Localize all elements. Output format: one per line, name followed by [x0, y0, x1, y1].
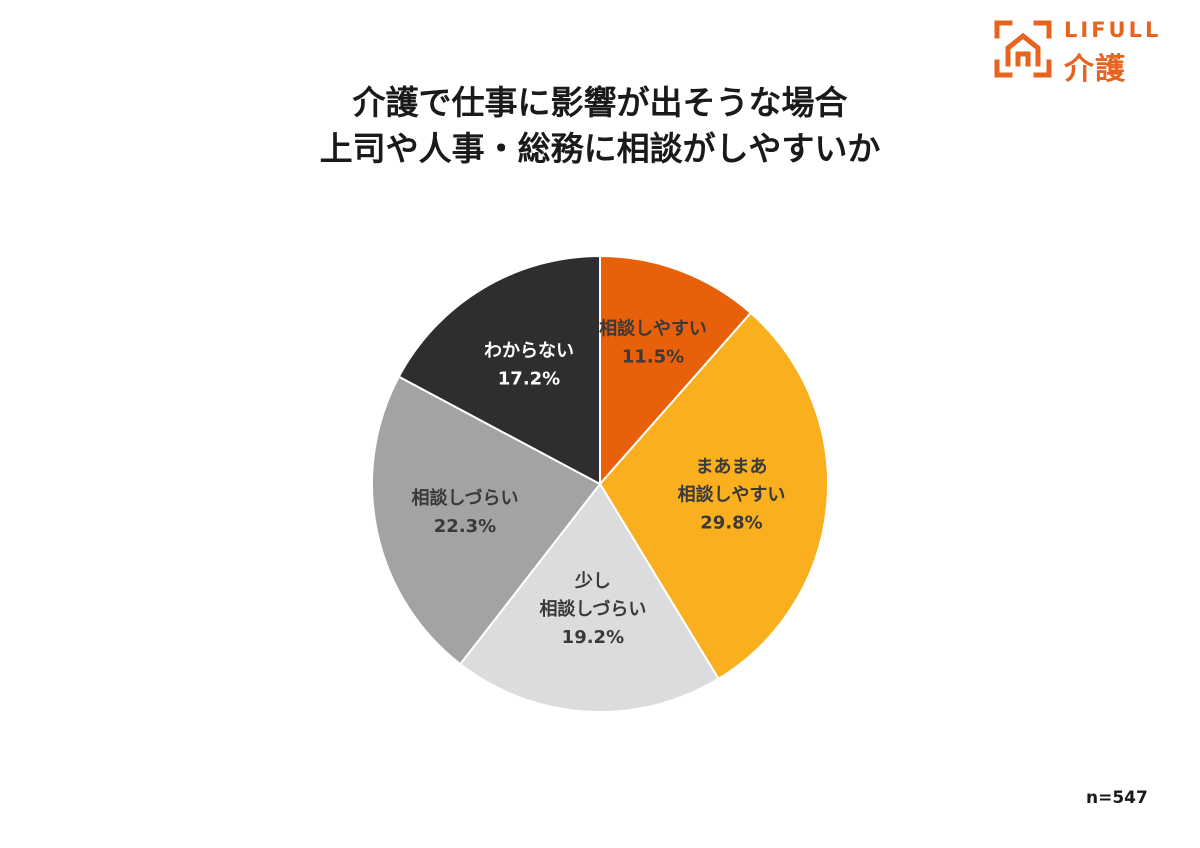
slice-value-label: 19.2% — [562, 627, 624, 648]
pie-slice-somewhat-easy — [598, 311, 829, 681]
slice-label-easy: 相談しやすい 11.5% — [599, 318, 707, 368]
chart-title-line-2: 上司や人事・総務に相談がしやすいか — [319, 129, 881, 168]
chart-title-line-1: 介護で仕事に影響が出そうな場合 — [352, 83, 848, 122]
slice-category-label: わからない — [484, 341, 574, 362]
pie-labels: 相談しやすい11.5%まあまあ相談しやすい29.8%少し相談しづらい19.2%相… — [412, 318, 786, 648]
pie-slice-dont-know — [397, 254, 601, 486]
slice-category-label: 少し — [574, 571, 611, 592]
chart-title: 介護で仕事に影響が出そうな場合 上司や人事・総務に相談がしやすいか — [0, 80, 1200, 172]
slice-value-label: 22.3% — [434, 516, 496, 537]
slice-category-label: 相談しづらい — [539, 598, 646, 620]
slice-label-hard: 相談しづらい 22.3% — [412, 487, 519, 537]
slice-category-label: 相談しやすい — [599, 318, 707, 340]
slice-value-label: 11.5% — [622, 347, 684, 368]
pie-slice-hard — [371, 375, 602, 666]
slice-value-label: 29.8% — [700, 513, 762, 534]
slice-category-label: 相談しづらい — [412, 487, 519, 509]
slice-label-dont-know: わからない 17.2% — [484, 341, 574, 390]
sample-size-note: n=547 — [1086, 788, 1148, 808]
pie-slice-easy — [599, 254, 753, 487]
logo-text-en: LIFULL — [1064, 18, 1162, 42]
pie-slice-somewhat-hard — [458, 482, 720, 714]
pie-slices — [371, 254, 829, 714]
logo-text-jp: 介護 — [1064, 52, 1126, 87]
house-logo-icon — [994, 20, 1052, 78]
brand-logo: LIFULL 介護 — [994, 16, 1184, 87]
slice-category-label: まあまあ — [696, 457, 768, 478]
slice-value-label: 17.2% — [498, 369, 560, 390]
slice-category-label: 相談しやすい — [678, 484, 786, 506]
